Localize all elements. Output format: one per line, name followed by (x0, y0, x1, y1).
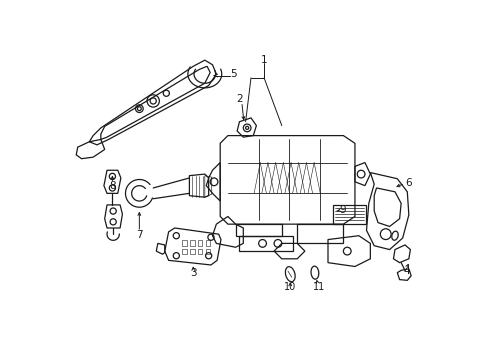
Bar (190, 249, 194, 254)
Text: 9: 9 (339, 205, 345, 215)
Text: 4: 4 (403, 266, 409, 276)
Bar (333, 205, 365, 224)
Text: 8: 8 (109, 181, 116, 192)
Bar (205, 249, 210, 254)
Bar (182, 249, 187, 254)
Text: 7: 7 (136, 230, 142, 240)
Text: 10: 10 (284, 282, 296, 292)
Text: 5: 5 (229, 69, 236, 79)
Bar (198, 249, 202, 254)
Text: 11: 11 (313, 282, 325, 292)
Text: 1: 1 (260, 55, 267, 65)
Bar (205, 240, 210, 246)
Bar (190, 240, 194, 246)
Text: 3: 3 (189, 269, 196, 278)
Bar (198, 240, 202, 246)
Text: 6: 6 (404, 177, 410, 188)
Text: 2: 2 (236, 94, 242, 104)
Bar (182, 240, 187, 246)
